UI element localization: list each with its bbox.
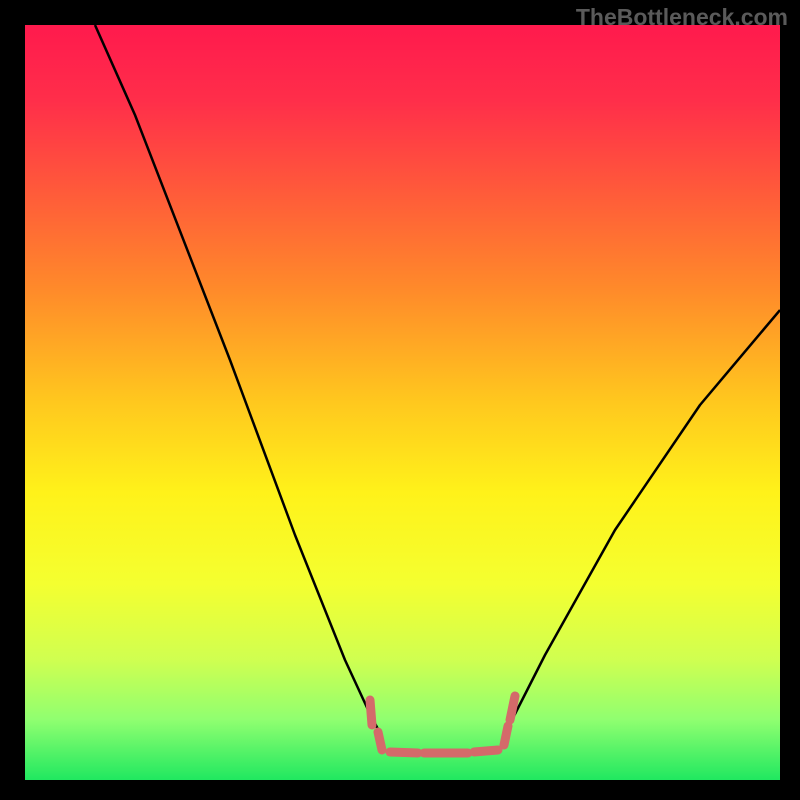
bottom-marker-segment	[390, 752, 418, 753]
bottom-marker-segment	[378, 732, 382, 750]
watermark-text: TheBottleneck.com	[576, 4, 788, 31]
bottom-marker-segment	[504, 726, 508, 745]
bottom-marker-segment	[370, 700, 372, 725]
bottleneck-chart-svg	[0, 0, 800, 800]
plot-gradient-background	[25, 25, 780, 780]
bottom-marker-segment	[474, 750, 498, 752]
bottom-marker-segment	[510, 696, 515, 720]
